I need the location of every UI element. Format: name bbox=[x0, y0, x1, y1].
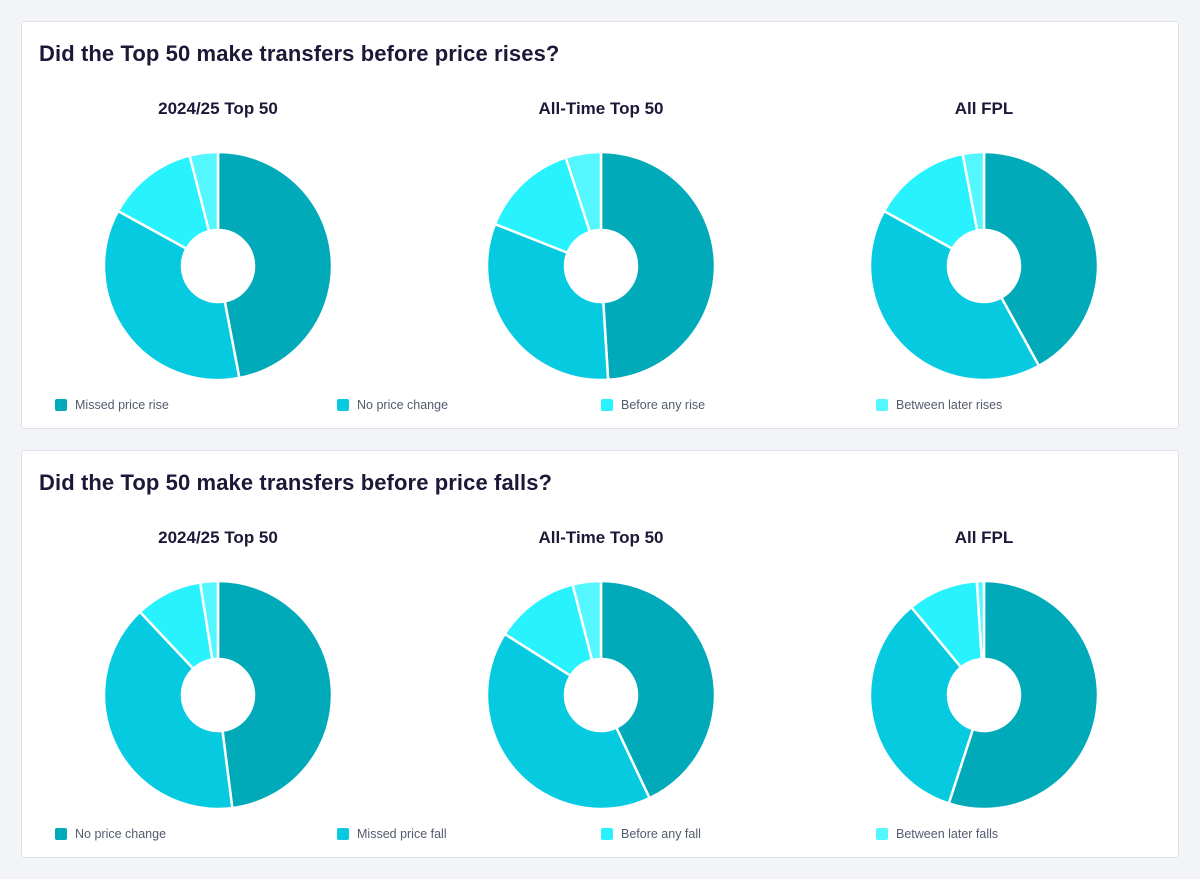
legend-swatch bbox=[337, 828, 349, 840]
pie-slice-between-later-rises[interactable] bbox=[564, 150, 603, 234]
card-title: Did the Top 50 make transfers before pri… bbox=[39, 41, 560, 66]
pie-slice-missed-price-fall[interactable] bbox=[485, 632, 651, 811]
pie-slice-between-later-rises[interactable] bbox=[961, 150, 986, 232]
legend-swatch bbox=[876, 828, 888, 840]
legend-item[interactable]: Before any rise bbox=[601, 398, 705, 412]
pie-slice-no-price-change[interactable] bbox=[485, 222, 610, 382]
pie-slice-before-any-rise[interactable] bbox=[882, 152, 979, 250]
legend-label: No price change bbox=[75, 827, 167, 841]
chart-title: All FPL bbox=[954, 528, 1014, 547]
legend-label: Between later falls bbox=[896, 827, 999, 841]
legend-swatch bbox=[55, 399, 67, 411]
legend-swatch bbox=[601, 828, 613, 840]
legend-swatch bbox=[55, 828, 67, 840]
legend-item[interactable]: No price change bbox=[337, 398, 448, 412]
legend-label: Missed price rise bbox=[75, 398, 169, 412]
chart-title: 2024/25 Top 50 bbox=[158, 528, 278, 547]
chart-title: 2024/25 Top 50 bbox=[158, 99, 278, 118]
pie-slice-missed-price-fall[interactable] bbox=[102, 610, 234, 811]
pie-slice-no-price-change[interactable] bbox=[947, 579, 1100, 811]
legend-item[interactable]: Missed price fall bbox=[337, 827, 447, 841]
pie-slice-missed-price-rise[interactable] bbox=[216, 150, 334, 380]
legend-item[interactable]: Between later rises bbox=[876, 398, 1002, 412]
chart-title: All-Time Top 50 bbox=[538, 528, 664, 547]
legend: Missed price rise No price change Before… bbox=[22, 398, 1178, 418]
legend-swatch bbox=[337, 399, 349, 411]
donut-chart[interactable] bbox=[485, 579, 717, 811]
price-rises-card: Did the Top 50 make transfers before pri… bbox=[21, 21, 1179, 429]
card-title: Did the Top 50 make transfers before pri… bbox=[39, 470, 553, 495]
pie-slice-between-later-falls[interactable] bbox=[571, 579, 603, 662]
legend-label: Between later rises bbox=[896, 398, 1003, 412]
legend-item[interactable]: Missed price rise bbox=[55, 398, 169, 412]
donut-chart[interactable] bbox=[102, 579, 334, 811]
pie-slice-no-price-change[interactable] bbox=[599, 579, 717, 800]
legend-item[interactable]: No price change bbox=[55, 827, 166, 841]
pie-slice-between-later-falls[interactable] bbox=[975, 579, 986, 661]
pie-slice-no-price-change[interactable] bbox=[102, 209, 241, 382]
legend-item[interactable]: Before any fall bbox=[601, 827, 701, 841]
pie-slice-no-price-change[interactable] bbox=[868, 209, 1041, 382]
pie-slice-between-later-falls[interactable] bbox=[198, 579, 220, 661]
chart-title: All-Time Top 50 bbox=[538, 99, 664, 118]
price-falls-card: Did the Top 50 make transfers before pri… bbox=[21, 450, 1179, 858]
donut-chart[interactable] bbox=[868, 579, 1100, 811]
donut-chart[interactable] bbox=[485, 150, 717, 382]
legend-item[interactable]: Between later falls bbox=[876, 827, 998, 841]
legend-swatch bbox=[876, 399, 888, 411]
donut-chart[interactable] bbox=[868, 150, 1100, 382]
pie-slice-between-later-rises[interactable] bbox=[188, 150, 220, 233]
pie-slice-missed-price-fall[interactable] bbox=[868, 605, 975, 805]
legend-swatch bbox=[601, 399, 613, 411]
pie-slice-before-any-rise[interactable] bbox=[493, 156, 592, 254]
legend-label: Before any rise bbox=[621, 398, 706, 412]
pie-slice-missed-price-rise[interactable] bbox=[599, 150, 717, 382]
pie-slice-no-price-change[interactable] bbox=[216, 579, 334, 810]
legend: No price change Missed price fall Before… bbox=[22, 827, 1178, 847]
legend-label: Before any fall bbox=[621, 827, 701, 841]
chart-title: All FPL bbox=[954, 99, 1014, 118]
donut-chart[interactable] bbox=[102, 150, 334, 382]
pie-slice-missed-price-rise[interactable] bbox=[982, 150, 1100, 368]
legend-label: Missed price fall bbox=[357, 827, 447, 841]
pie-slice-before-any-rise[interactable] bbox=[116, 154, 211, 250]
legend-label: No price change bbox=[357, 398, 449, 412]
